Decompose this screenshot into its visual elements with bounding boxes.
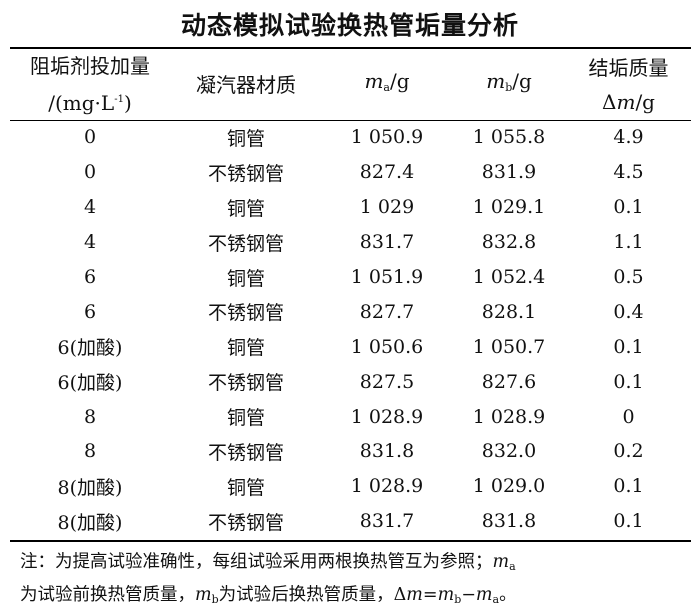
cell-dm: 0.1 <box>613 510 644 533</box>
cell-mb: 831.9 <box>481 161 537 184</box>
cell-mb: 827.6 <box>481 370 537 393</box>
cell-mb: 1 029.1 <box>472 196 546 219</box>
header-dosage-line1: 阻垢剂投加量 <box>30 54 150 78</box>
cell-material: 铜管 <box>226 127 265 150</box>
cell-material: 铜管 <box>226 476 265 499</box>
cell-ma: 1 029 <box>359 196 415 219</box>
cell-dm: 0 <box>622 405 635 428</box>
cell-ma: 831.8 <box>359 440 415 463</box>
cell-dosage: 6(加酸) <box>57 337 123 360</box>
cell-dm: 0.2 <box>613 440 644 463</box>
cell-dosage: 4 <box>83 196 97 219</box>
table-row: 4 不锈钢管 831.7 832.8 1.1 <box>10 225 691 260</box>
cell-material: 不锈钢管 <box>207 162 284 185</box>
cell-ma: 1 050.9 <box>350 126 424 149</box>
cell-dosage: 8 <box>83 440 97 463</box>
cell-mb: 1 052.4 <box>472 266 546 288</box>
cell-dosage: 8(加酸) <box>57 511 123 534</box>
cell-dm: 0.1 <box>613 370 644 393</box>
cell-material: 不锈钢管 <box>207 372 284 395</box>
header-dosage-unit: /(mg·L-1) <box>48 91 132 115</box>
table-row: 0 铜管 1 050.9 1 055.8 4.9 <box>10 120 691 155</box>
cell-ma: 1 028.9 <box>350 405 424 428</box>
table-row: 6 铜管 1 051.9 1 052.4 0.5 <box>10 260 691 295</box>
cell-dm: 0.5 <box>613 266 644 288</box>
cell-material: 不锈钢管 <box>207 511 284 534</box>
cell-material: 不锈钢管 <box>207 441 284 464</box>
scale-analysis-table: 阻垢剂投加量 /(mg·L-1) 凝汽器材质 ma/g mb/g 结垢质量 Δm… <box>10 49 691 539</box>
table-row: 8(加酸) 不锈钢管 831.7 831.8 0.1 <box>10 504 691 539</box>
cell-mb: 832.8 <box>481 231 537 254</box>
cell-material: 铜管 <box>226 337 265 360</box>
cell-dm: 0.1 <box>613 196 644 219</box>
cell-material: 不锈钢管 <box>207 302 284 325</box>
cell-mb: 1 055.8 <box>472 126 546 149</box>
header-ma: ma/g <box>364 69 410 94</box>
table-row: 8 铜管 1 028.9 1 028.9 0 <box>10 399 691 434</box>
cell-dosage: 6 <box>83 266 97 288</box>
table-row: 8 不锈钢管 831.8 832.0 0.2 <box>10 434 691 469</box>
cell-dm: 4.5 <box>613 161 644 184</box>
bottom-rule <box>10 540 691 542</box>
cell-mb: 831.8 <box>481 510 537 533</box>
cell-dm: 0.4 <box>613 300 644 323</box>
table-row: 6(加酸) 不锈钢管 827.5 827.6 0.1 <box>10 364 691 399</box>
cell-dm: 0.1 <box>613 335 644 358</box>
header-rule <box>10 120 691 121</box>
cell-dosage: 8 <box>83 405 97 428</box>
cell-dosage: 4 <box>83 231 97 254</box>
cell-mb: 828.1 <box>481 300 537 323</box>
cell-dosage: 6 <box>83 300 97 323</box>
header-material: 凝汽器材质 <box>196 72 296 97</box>
cell-mb: 1 028.9 <box>472 405 546 428</box>
cell-material: 铜管 <box>226 267 265 290</box>
header-dosage: 阻垢剂投加量 /(mg·L-1) <box>10 49 170 120</box>
cell-ma: 831.7 <box>359 231 415 254</box>
cell-mb: 1 029.0 <box>472 475 546 498</box>
cell-dm: 4.9 <box>613 126 644 149</box>
header-mb: mb/g <box>486 69 532 94</box>
cell-material: 不锈钢管 <box>207 232 284 255</box>
table-row: 4 铜管 1 029 1 029.1 0.1 <box>10 190 691 225</box>
table-header: 阻垢剂投加量 /(mg·L-1) 凝汽器材质 ma/g mb/g 结垢质量 Δm… <box>10 49 691 120</box>
cell-material: 铜管 <box>226 197 265 220</box>
cell-ma: 827.5 <box>359 370 415 393</box>
table-row: 6 不锈钢管 827.7 828.1 0.4 <box>10 294 691 329</box>
cell-mb: 1 050.7 <box>472 335 546 358</box>
cell-ma: 1 050.6 <box>350 335 424 358</box>
table-row: 0 不锈钢管 827.4 831.9 4.5 <box>10 155 691 190</box>
cell-material: 铜管 <box>226 407 265 430</box>
cell-ma: 827.4 <box>359 161 415 184</box>
cell-ma: 1 028.9 <box>350 475 424 498</box>
table-title: 动态模拟试验换热管垢量分析 <box>180 11 519 40</box>
cell-ma: 827.7 <box>359 300 415 323</box>
cell-dosage: 0 <box>83 126 97 149</box>
cell-mb: 832.0 <box>481 440 537 463</box>
header-scale-mass: 结垢质量 Δm/g <box>588 55 669 114</box>
table-row: 8(加酸) 铜管 1 028.9 1 029.0 0.1 <box>10 469 691 504</box>
table-row: 6(加酸) 铜管 1 050.6 1 050.7 0.1 <box>10 329 691 364</box>
cell-dosage: 0 <box>83 161 97 184</box>
cell-ma: 1 051.9 <box>350 266 424 288</box>
table-body: 0 铜管 1 050.9 1 055.8 4.9 0 不锈钢管 827.4 831.9 4.5 4 铜… <box>10 120 691 539</box>
cell-dm: 1.1 <box>613 231 644 254</box>
cell-ma: 831.7 <box>359 510 415 533</box>
cell-dosage: 8(加酸) <box>57 476 123 499</box>
cell-dosage: 6(加酸) <box>57 372 123 395</box>
top-rule <box>10 47 691 49</box>
table-note: 注：为提高试验准确性，每组试验采用两根换热管互为参照；ma 为试验前换热管质量，… <box>20 552 517 606</box>
cell-dm: 0.1 <box>613 475 644 498</box>
